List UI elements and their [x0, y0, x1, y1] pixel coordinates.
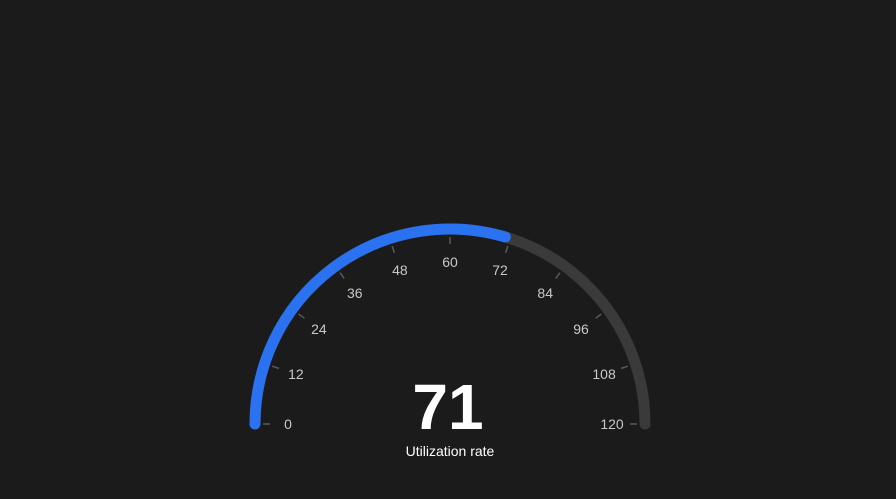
gauge-tick-mark: [391, 245, 396, 254]
gauge-tick-label: 108: [592, 366, 616, 382]
gauge-tick-label: 120: [600, 416, 624, 432]
gauge-tick-mark: [271, 365, 280, 370]
gauge-tick-mark: [595, 313, 602, 319]
gauge-tick-label: 48: [392, 262, 408, 278]
gauge-value: 71: [412, 371, 483, 443]
gauge-tick-label: 36: [347, 285, 363, 301]
gauge-ticks: [263, 237, 637, 425]
gauge-tick-mark: [555, 272, 561, 279]
gauge-tick-label: 12: [288, 366, 304, 382]
gauge-tick-mark: [339, 272, 345, 279]
gauge-caption: Utilization rate: [406, 443, 495, 459]
gauge-tick-label: 84: [537, 285, 553, 301]
gauge-tick-label: 96: [573, 321, 589, 337]
gauge-tick-label: 24: [311, 321, 327, 337]
gauge-progress-arc: [249, 223, 511, 430]
gauge-tick-mark: [504, 245, 509, 254]
gauge-tick-label: 60: [442, 254, 458, 270]
gauge-tick-label: 72: [492, 262, 508, 278]
gauge-tick-label: 0: [284, 416, 292, 432]
gauge-tick-mark: [620, 365, 629, 370]
gauge-tick-mark: [298, 313, 305, 319]
gauge-tick-labels: 0 12 24 36 48 60 72 84 96 108 120: [284, 254, 624, 432]
